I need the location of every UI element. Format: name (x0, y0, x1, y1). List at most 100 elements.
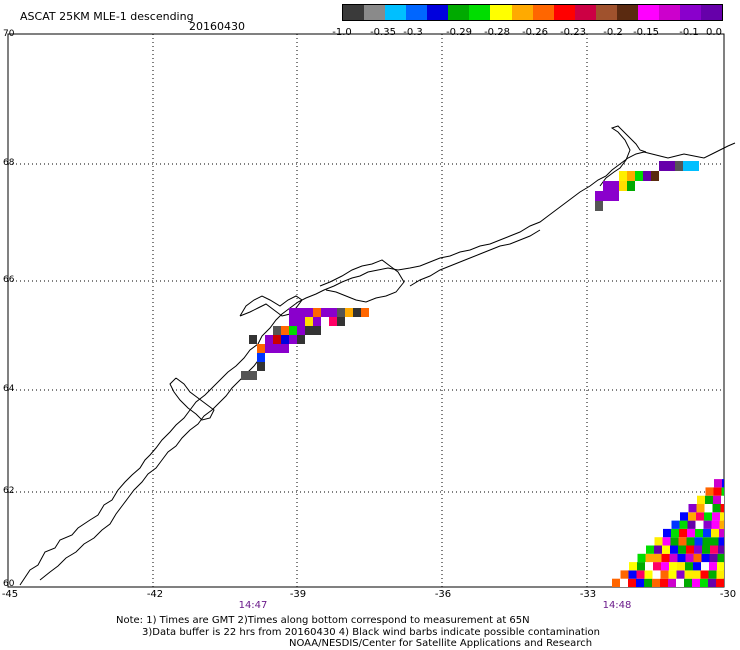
wind-data-cells-b (595, 161, 699, 211)
swath-cell (712, 512, 720, 521)
colorbar-swatch (532, 5, 554, 20)
colorbar-swatch (680, 5, 702, 20)
swath-cell (662, 545, 670, 554)
swath-cell (636, 578, 644, 587)
colorbar-swatch (701, 5, 723, 20)
swath-cell (709, 562, 717, 571)
time-label-1: 14:47 (238, 600, 268, 611)
lon-label-45: -45 (1, 589, 19, 600)
swath-cell (671, 528, 679, 538)
swath-cell (694, 537, 703, 546)
swath-cell (700, 578, 708, 587)
swath-cell (714, 479, 722, 488)
swath-cell (654, 537, 663, 546)
colorbar-swatch (511, 5, 533, 20)
lat-label-70: 70 (3, 29, 15, 39)
swath-cell (718, 537, 724, 546)
colorbar-swatch (574, 5, 596, 20)
colorbar-label: -0.15 (633, 27, 659, 38)
colorbar-swatch (385, 5, 407, 20)
colorbar-swatch (658, 5, 680, 20)
colorbar-label: -0.29 (446, 27, 472, 38)
swath-cell (628, 570, 637, 579)
swath-cell (721, 487, 724, 496)
swath-cell (652, 570, 661, 579)
swath-cell (661, 562, 669, 571)
lon-label-36: -36 (434, 589, 452, 600)
swath-cell (700, 570, 709, 579)
swath-cell (688, 504, 697, 513)
swath-cell (685, 562, 693, 571)
swath-cell (713, 487, 722, 496)
swath-cell (679, 520, 688, 529)
colorbar-label: -1.0 (332, 27, 352, 38)
swath-cell (661, 553, 670, 563)
chart-date: 20160430 (189, 20, 245, 33)
swath-cell (719, 520, 724, 529)
lat-label-62: 62 (3, 486, 15, 496)
colorbar-swatch (637, 5, 659, 20)
swath-cell (654, 545, 662, 554)
swath-cell (646, 545, 654, 554)
swath-cell (703, 520, 712, 529)
lat-label-66: 66 (3, 275, 15, 285)
colorbar (342, 4, 723, 21)
swath-cell (722, 479, 724, 488)
swath-cell (685, 553, 694, 563)
swath-cell (680, 512, 688, 521)
swath-cell (612, 578, 620, 587)
swath-cell (653, 553, 662, 563)
swath-cell (679, 528, 687, 538)
colorbar-label: -0.23 (560, 27, 586, 38)
swath-cell (669, 562, 677, 571)
swath-cell (684, 578, 692, 587)
swath-cell (708, 570, 717, 579)
lat-label-68: 68 (3, 158, 15, 168)
wind-data-swath (612, 479, 724, 587)
swath-cell (687, 520, 696, 529)
swath-cell (712, 504, 721, 513)
swath-cell (668, 578, 676, 587)
swath-cell (709, 553, 718, 563)
swath-cell (676, 578, 684, 587)
swath-cell (694, 545, 702, 554)
swath-cell (645, 553, 654, 563)
swath-cell (716, 578, 724, 587)
swath-cell (692, 578, 700, 587)
swath-cell (692, 570, 701, 579)
swath-cell (705, 487, 714, 496)
swath-cell (644, 578, 652, 587)
swath-cell (702, 545, 710, 554)
swath-cell (652, 578, 660, 587)
swath-cell (686, 545, 694, 554)
swath-cell (695, 520, 704, 529)
swath-cell (662, 537, 671, 546)
swath-cell (645, 562, 653, 571)
grid-lines (8, 34, 724, 587)
colorbar-label: -0.28 (484, 27, 510, 38)
swath-cell (669, 553, 678, 563)
swath-cell (696, 512, 704, 521)
swath-cell (704, 504, 713, 513)
swath-cell (717, 553, 724, 563)
lon-label-39: -39 (289, 589, 307, 600)
swath-cell (653, 562, 661, 571)
swath-cell (670, 545, 678, 554)
colorbar-swatch (616, 5, 638, 20)
colorbar-swatch (364, 5, 386, 20)
lon-label-33: -33 (579, 589, 597, 600)
colorbar-swatch (595, 5, 617, 20)
swath-cell (695, 528, 703, 538)
swath-cell (620, 578, 628, 587)
wind-data-cells-a (241, 308, 369, 380)
colorbar-label: -0.1 (679, 27, 699, 38)
colorbar-swatch (469, 5, 491, 20)
swath-cell (701, 562, 709, 571)
swath-cell (711, 528, 719, 538)
swath-cell (718, 545, 724, 554)
swath-cell (676, 570, 685, 579)
swath-cell (701, 553, 710, 563)
note-line-3: NOAA/NESDIS/Center for Satellite Applica… (289, 638, 593, 649)
swath-cell (644, 570, 653, 579)
